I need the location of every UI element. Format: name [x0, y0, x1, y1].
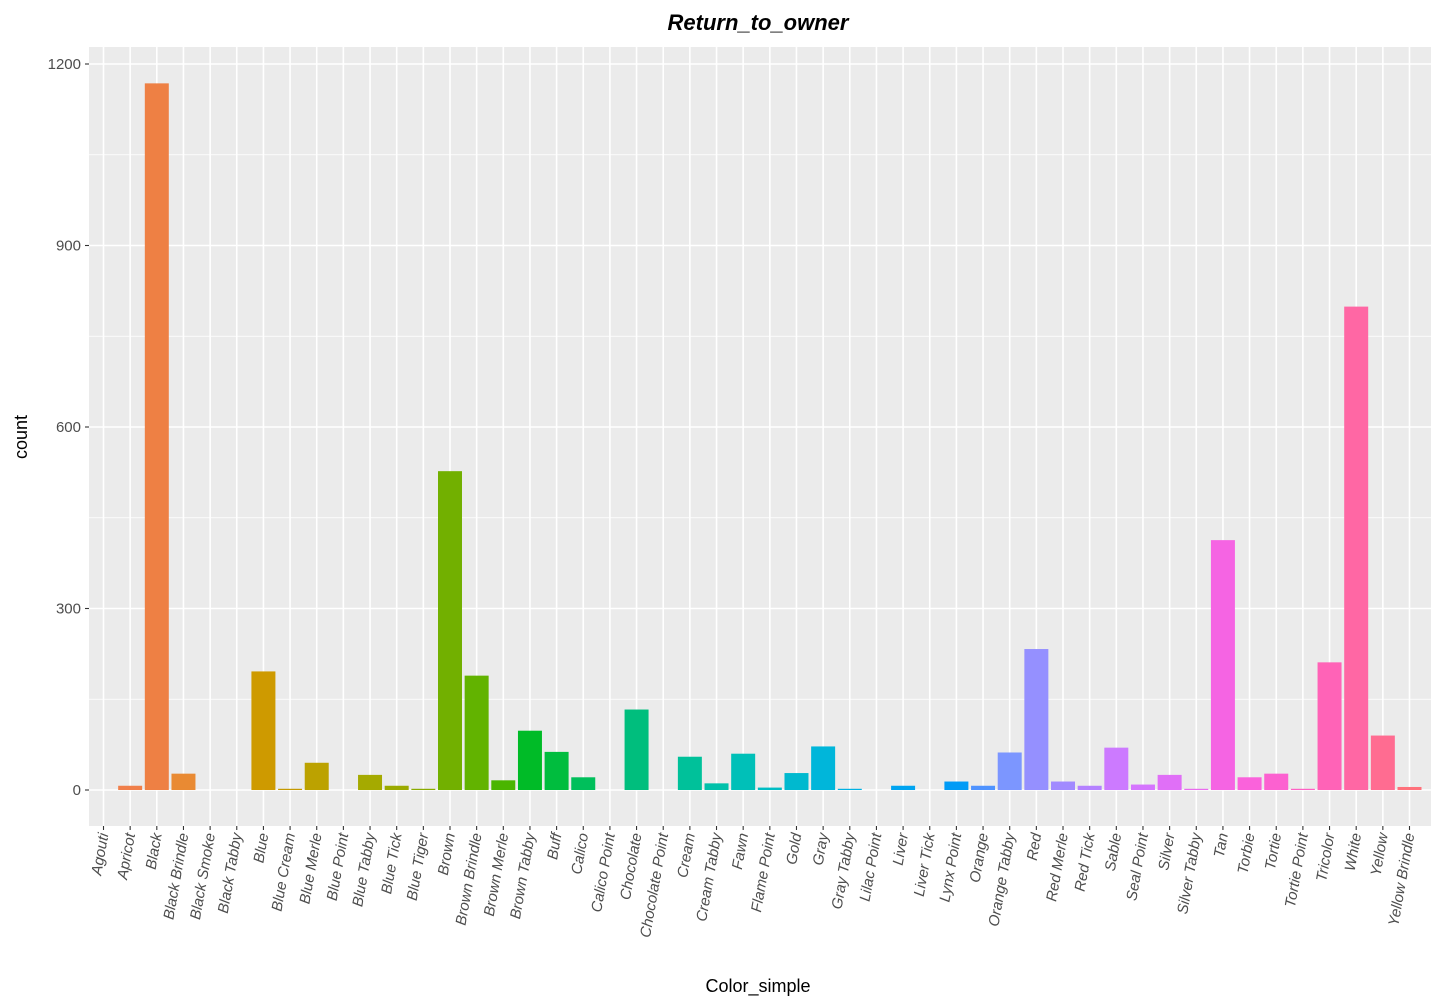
y-axis-title: count: [11, 415, 31, 459]
bar: [811, 746, 836, 790]
x-tick-label: Buff: [544, 830, 566, 861]
bar: [624, 709, 649, 790]
y-tick-label: 300: [56, 601, 81, 618]
bar: [971, 785, 996, 790]
x-tick-label: Gray: [810, 830, 833, 866]
bar: [944, 781, 969, 790]
bar: [144, 83, 169, 791]
x-tick-label: White: [1342, 832, 1365, 873]
bar: [1344, 306, 1369, 790]
minor-gridlines: [89, 154, 1431, 700]
bar: [118, 785, 143, 790]
y-tick-label: 0: [73, 782, 81, 799]
y-tick-label: 1200: [48, 56, 81, 73]
x-tick-label: Blue: [250, 832, 272, 865]
x-tick-label: Silver: [1155, 831, 1178, 872]
x-tick-label: Torbie: [1235, 832, 1259, 875]
bar: [1317, 662, 1342, 790]
bar: [171, 773, 196, 790]
x-tick-label: Gold: [783, 831, 805, 866]
bar: [1024, 649, 1049, 790]
bar: [1397, 786, 1422, 790]
bar: [278, 788, 303, 790]
bar: [411, 788, 436, 790]
bar: [731, 753, 756, 790]
bar: [517, 730, 542, 790]
major-gridlines: [89, 47, 1431, 826]
bar: [704, 783, 729, 790]
bar: [251, 671, 276, 790]
bar: [491, 780, 516, 790]
bar: [784, 773, 809, 790]
bar: [571, 777, 596, 790]
x-tick-label: Tortie: [1262, 832, 1285, 871]
bar: [1210, 540, 1235, 790]
bar: [1184, 788, 1209, 790]
bar: [997, 752, 1022, 790]
x-tick-label: Tan: [1211, 832, 1232, 859]
bar: [384, 785, 409, 790]
plot-panel: [89, 47, 1431, 826]
bar: [1370, 735, 1395, 790]
bar: [304, 762, 329, 790]
bar: [837, 788, 862, 790]
bar: [464, 675, 489, 790]
bar: [1051, 781, 1076, 790]
bar: [757, 787, 782, 790]
bar: [1290, 788, 1315, 790]
bar: [358, 774, 383, 791]
bar: [891, 785, 916, 790]
x-tick-label: Fawn: [729, 832, 752, 871]
x-tick-label: Black: [143, 830, 166, 871]
bars-group: [118, 83, 1422, 791]
bar: [1157, 774, 1182, 791]
bar: [438, 471, 462, 790]
bar: [1077, 785, 1102, 790]
x-tick-label: Sable: [1102, 832, 1125, 873]
bar: [1237, 777, 1262, 790]
y-axis: 0 300 600 900 1200: [48, 56, 89, 799]
y-tick-label: 900: [56, 238, 81, 255]
x-tick-label: Red: [1024, 831, 1046, 862]
y-tick-label: 600: [56, 419, 81, 436]
x-tick-label: Liver: [890, 831, 913, 867]
x-axis-title: Color_simple: [705, 976, 810, 997]
bar: [677, 756, 702, 790]
bar: [1130, 784, 1155, 790]
bar: [1264, 773, 1289, 790]
bar: [1104, 747, 1129, 790]
x-tick-label: Calico: [568, 832, 592, 876]
chart-title: Return_to_owner: [668, 10, 850, 35]
bar: [544, 751, 569, 790]
